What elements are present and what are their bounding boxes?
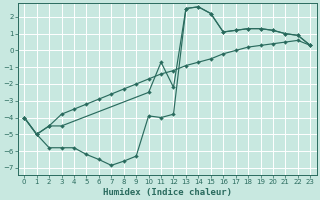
X-axis label: Humidex (Indice chaleur): Humidex (Indice chaleur)	[103, 188, 232, 197]
